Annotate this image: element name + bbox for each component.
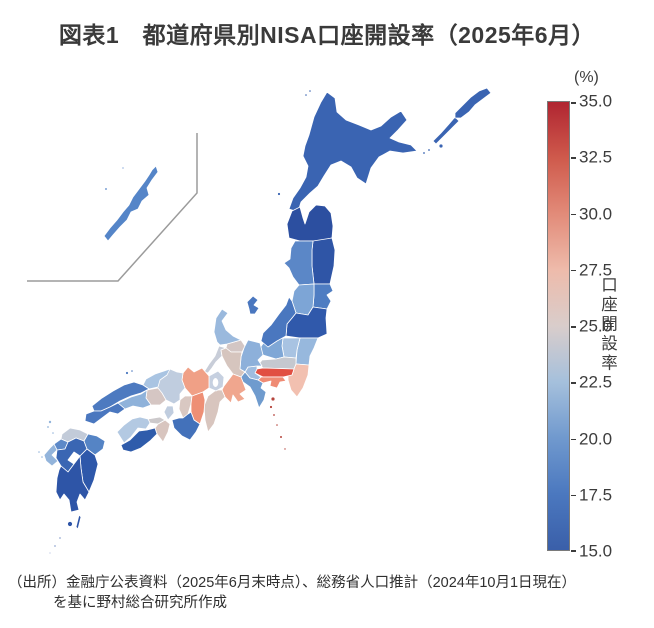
okinawa-inset-border [27,133,198,282]
colorbar-tick-label: 17.5 [579,485,613,505]
colorbar-tick [571,102,576,104]
colorbar-tick [571,382,576,384]
source-note-line1: （出所）金融庁公表資料（2025年6月末時点）、総務省人口推計（2024年10月… [8,575,577,591]
prefecture-aomori [286,204,334,242]
prefecture-akita [283,240,315,286]
prefecture-saitama [258,356,297,370]
prefecture-wakayama [171,411,201,441]
prefecture-niigata [246,295,297,348]
prefecture-tokyo [254,367,295,378]
prefecture-okinawa [103,165,159,242]
prefecture-oita [83,433,106,456]
colorbar-tick [571,157,576,159]
colorbar-tick [571,438,576,441]
prefecture-kagoshima [48,455,90,555]
prefecture-ehime [116,416,151,444]
colorbar-gradient [548,102,569,550]
prefecture-kyoto [181,366,210,397]
colorbar-tick [571,494,576,497]
prefecture-nagasaki [37,419,59,467]
prefecture-ishikawa [213,308,242,346]
colorbar-tick-label: 22.5 [579,372,613,392]
prefecture-iwate [311,237,336,285]
prefecture-shizuoka [240,371,267,409]
prefecture-yamaguchi [84,402,126,425]
lake-biwa [212,378,219,387]
colorbar-axis-label: 口座開設率 [598,276,617,374]
page-title: 図表1 都道府県別NISA口座開設率（2025年6月） [58,22,596,48]
colorbar: 35.0 32.5 30.0 27.5 25.0 22.5 20.0 17.5 15.0 [547,92,612,561]
colorbar-tick [571,213,576,216]
prefecture-kochi [120,427,158,453]
colorbar-tick-label: 27.5 [579,260,613,280]
prefecture-mie [203,389,226,433]
colorbar-unit-label: (%) [574,69,599,86]
source-note-line2: を基に野村総合研究所作成 [53,595,227,611]
colorbar-tick-label: 35.0 [579,91,613,111]
prefecture-osaka [178,395,193,419]
izu-islands [269,396,287,451]
prefecture-hokkaido [277,87,492,213]
colorbar-tick [571,269,576,272]
colorbar-tick-label: 32.5 [579,147,613,167]
colorbar-tick [571,326,576,328]
colorbar-tick-label: 30.0 [579,204,613,224]
colorbar-tick-label: 20.0 [579,429,613,449]
colorbar-tick-label: 15.0 [579,541,613,561]
prefecture-tottori [142,368,171,390]
colorbar-tick-label: 25.0 [579,316,613,336]
prefecture-hiroshima [117,389,152,410]
colorbar-tick [571,550,576,552]
source-note: （出所）金融庁公表資料（2025年6月末時点）、総務省人口推計（2024年10月… [8,573,576,613]
prefecture-miyagi [312,283,334,310]
